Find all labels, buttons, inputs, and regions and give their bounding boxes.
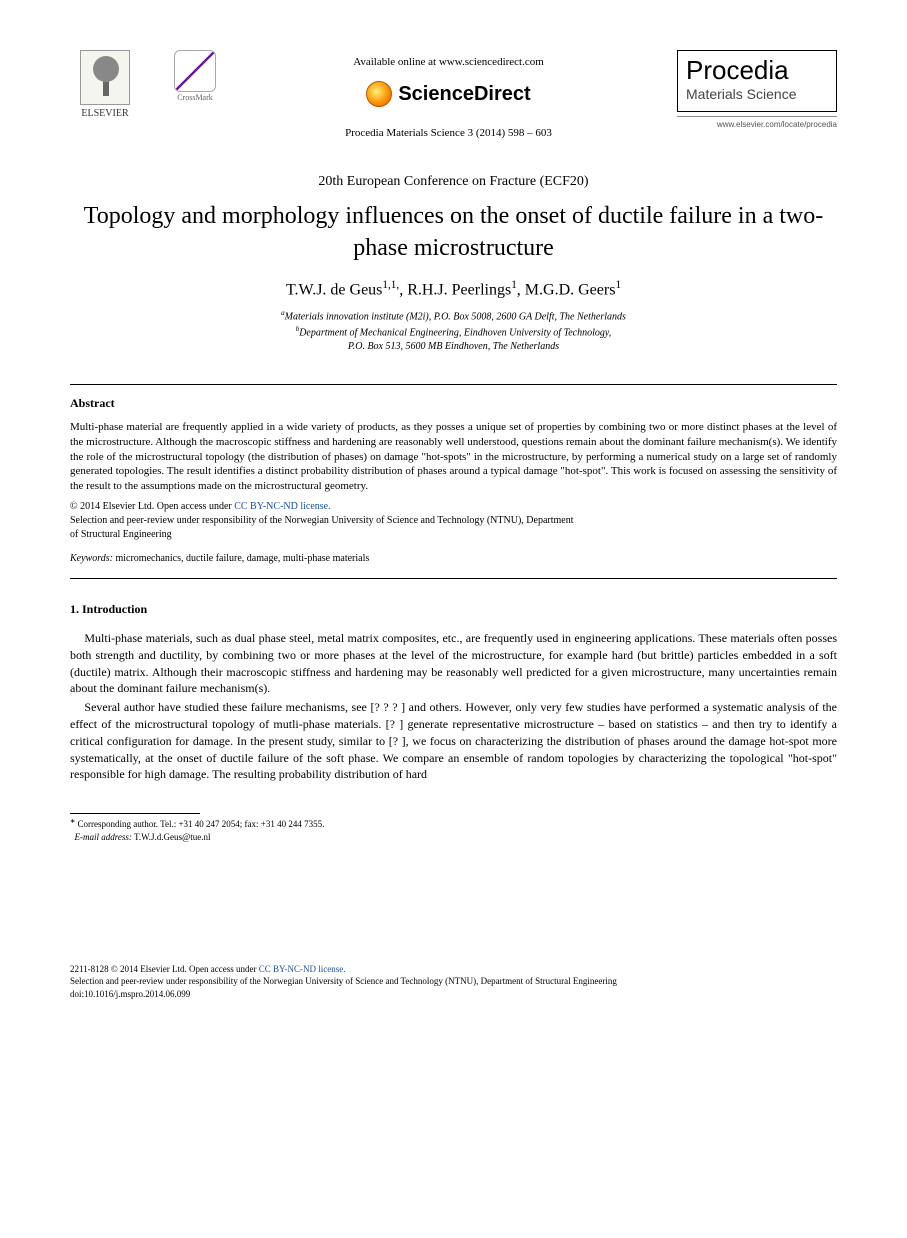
crossmark-label: CrossMark [177, 92, 213, 103]
author-1-sup: 1,1, [382, 279, 399, 291]
rule-below-keywords [70, 578, 837, 579]
page-footer: 2211-8128 © 2014 Elsevier Ltd. Open acce… [70, 963, 837, 999]
author-3: , M.G.D. Geers [517, 281, 616, 298]
rule-above-abstract [70, 384, 837, 385]
author-1: T.W.J. de Geus [286, 281, 382, 298]
intro-heading: 1. Introduction [70, 601, 837, 618]
footer-open-access: Open access under [189, 964, 259, 974]
author-2: , R.H.J. Peerlings [399, 281, 511, 298]
procedia-logo: Procedia Materials Science www.elsevier.… [677, 50, 837, 130]
affiliation-b2: P.O. Box 513, 5600 MB Eindhoven, The Net… [70, 340, 837, 354]
paper-title: Topology and morphology influences on th… [70, 201, 837, 263]
open-access-prefix: Open access under [157, 501, 234, 512]
email-address: T.W.J.d.Geus@tue.nl [132, 832, 211, 842]
peer-review-line1: Selection and peer-review under responsi… [70, 515, 573, 526]
elsevier-label: ELSEVIER [81, 107, 128, 121]
sciencedirect-logo[interactable]: ScienceDirect [366, 80, 530, 108]
keywords-text: micromechanics, ductile failure, damage,… [113, 553, 369, 564]
affiliations: aMaterials innovation institute (M2i), P… [70, 309, 837, 354]
sciencedirect-text: ScienceDirect [398, 80, 530, 108]
procedia-url: www.elsevier.com/locate/procedia [677, 116, 837, 130]
corresponding-author-text: Corresponding author. Tel.: +31 40 247 2… [78, 819, 325, 829]
abstract-body: Multi-phase material are frequently appl… [70, 420, 837, 494]
intro-paragraph-1: Multi-phase materials, such as dual phas… [70, 630, 837, 697]
intro-paragraph-2: Several author have studied these failur… [70, 699, 837, 783]
corresponding-author-footnote: ∗ Corresponding author. Tel.: +31 40 247… [70, 818, 837, 843]
elsevier-logo: ELSEVIER [70, 50, 140, 130]
procedia-sub: Materials Science [686, 85, 828, 105]
procedia-box: Procedia Materials Science [677, 50, 837, 112]
footnote-rule [70, 813, 200, 814]
journal-reference: Procedia Materials Science 3 (2014) 598 … [220, 126, 677, 141]
footer-doi: doi:10.1016/j.mspro.2014.06.099 [70, 989, 190, 999]
keywords-label: Keywords: [70, 553, 113, 564]
keywords-line: Keywords: micromechanics, ductile failur… [70, 552, 837, 566]
copyright-year: © 2014 Elsevier Ltd. [70, 501, 157, 512]
available-online-text: Available online at www.sciencedirect.co… [220, 55, 677, 70]
procedia-main: Procedia [686, 57, 828, 83]
author-3-sup: 1 [615, 279, 621, 291]
email-label: E-mail address: [75, 832, 132, 842]
crossmark-badge[interactable]: CrossMark [170, 50, 220, 110]
affiliation-b: Department of Mechanical Engineering, Ei… [299, 327, 611, 338]
page-header: ELSEVIER CrossMark Available online at w… [70, 50, 837, 142]
copyright-block: © 2014 Elsevier Ltd. Open access under C… [70, 500, 837, 542]
sciencedirect-icon [366, 81, 392, 107]
abstract-heading: Abstract [70, 395, 837, 412]
author-list: T.W.J. de Geus1,1,, R.H.J. Peerlings 1, M… [70, 278, 837, 302]
license-link[interactable]: CC BY-NC-ND license. [234, 501, 330, 512]
crossmark-icon [174, 50, 216, 92]
peer-review-line2: of Structural Engineering [70, 529, 172, 540]
header-center: Available online at www.sciencedirect.co… [220, 50, 677, 142]
footer-license-link[interactable]: CC BY-NC-ND license. [259, 964, 346, 974]
footer-peer-review: Selection and peer-review under responsi… [70, 976, 617, 986]
elsevier-tree-icon [80, 50, 130, 105]
footer-issn: 2211-8128 © 2014 Elsevier Ltd. [70, 964, 189, 974]
conference-name: 20th European Conference on Fracture (EC… [70, 172, 837, 192]
affiliation-a: Materials innovation institute (M2i), P.… [285, 312, 626, 323]
